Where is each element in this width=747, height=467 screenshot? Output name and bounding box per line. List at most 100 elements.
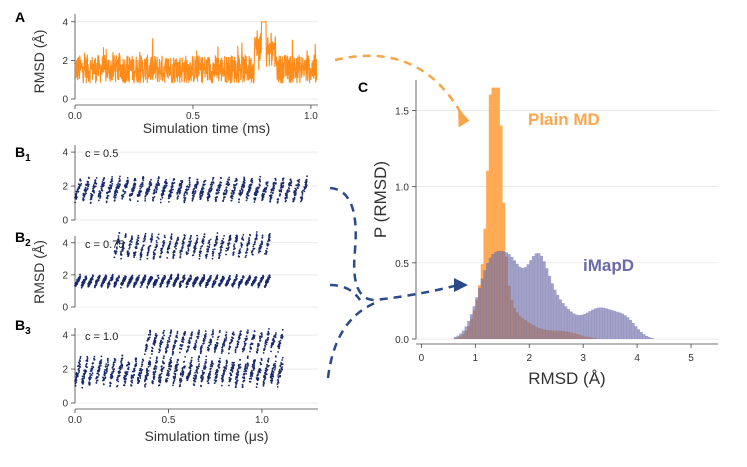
point-cluster <box>123 361 130 386</box>
data-point <box>118 372 120 374</box>
data-point <box>147 340 149 342</box>
point-cluster <box>144 330 151 388</box>
data-point <box>268 332 270 334</box>
data-point <box>183 361 185 363</box>
point-cluster <box>251 231 258 286</box>
data-point <box>182 247 184 249</box>
data-point <box>254 330 256 332</box>
data-point <box>186 188 188 190</box>
data-point <box>118 232 120 234</box>
data-point <box>221 240 223 242</box>
data-point <box>132 191 134 193</box>
data-point <box>263 382 265 384</box>
data-point <box>214 282 216 284</box>
data-point <box>234 244 236 246</box>
data-point <box>171 237 173 239</box>
legend-imapd: iMapD <box>583 256 634 275</box>
imapd-bar <box>467 321 470 339</box>
data-point <box>253 361 255 363</box>
data-point <box>288 188 290 190</box>
data-point <box>127 250 129 252</box>
data-point <box>269 235 271 237</box>
data-point <box>151 353 153 355</box>
data-point <box>268 275 270 277</box>
data-point <box>247 357 249 359</box>
data-point <box>263 193 265 195</box>
data-point <box>264 253 266 255</box>
y-tick-label: 0 <box>62 216 68 227</box>
point-cluster <box>214 330 221 384</box>
data-point <box>159 382 161 384</box>
data-point <box>78 370 80 372</box>
data-point <box>90 202 92 204</box>
y-tick-label: 1.0 <box>395 183 409 194</box>
imapd-bar <box>648 337 651 339</box>
data-point <box>140 286 142 288</box>
point-cluster <box>230 178 238 202</box>
data-point <box>158 278 160 280</box>
data-point <box>247 365 249 367</box>
data-point <box>141 187 143 189</box>
data-point <box>212 255 214 257</box>
point-cluster <box>269 178 277 203</box>
data-point <box>151 233 153 235</box>
data-point <box>161 338 163 340</box>
x-tick-label: 3 <box>580 353 586 364</box>
data-point <box>198 357 200 359</box>
data-point <box>298 180 300 182</box>
data-point <box>256 233 258 235</box>
data-point <box>180 183 182 185</box>
data-point <box>116 386 118 388</box>
imapd-bar <box>545 268 548 339</box>
data-point <box>121 363 123 365</box>
data-point <box>214 350 216 352</box>
data-point <box>117 381 119 383</box>
point-cluster <box>263 328 270 387</box>
data-point <box>145 344 147 346</box>
data-point <box>177 359 179 361</box>
data-point <box>234 240 236 242</box>
data-point <box>210 276 212 278</box>
data-point <box>175 248 177 250</box>
data-point <box>106 192 108 194</box>
navy-connector-b2 <box>330 285 360 300</box>
x-tick-label: 1 <box>473 353 479 364</box>
data-point <box>151 236 153 238</box>
figure: A B1 B2 B3 C 0240.0 0.5 1.0Simulation time… <box>0 0 747 467</box>
data-point <box>238 201 240 203</box>
data-point <box>226 363 228 365</box>
data-point <box>114 282 116 284</box>
data-point <box>300 201 302 203</box>
data-point <box>203 341 205 343</box>
data-point <box>203 275 205 277</box>
data-point <box>246 339 248 341</box>
data-point <box>186 282 188 284</box>
data-point <box>149 365 151 367</box>
data-point <box>219 367 221 369</box>
data-point <box>273 338 275 340</box>
point-cluster <box>215 177 223 202</box>
data-point <box>281 182 283 184</box>
point-cluster <box>90 177 98 204</box>
data-point <box>165 181 167 183</box>
data-point <box>202 242 204 244</box>
data-point <box>188 347 190 349</box>
point-cluster <box>205 239 212 289</box>
point-cluster <box>140 233 147 288</box>
data-point <box>216 345 218 347</box>
data-point <box>200 248 202 250</box>
imapd-bar <box>567 309 570 339</box>
data-point <box>269 195 271 197</box>
data-point <box>245 373 247 375</box>
imapd-bar <box>570 312 573 339</box>
imapd-bar <box>505 252 508 339</box>
data-point <box>188 342 190 344</box>
data-point <box>138 235 140 237</box>
point-cluster <box>207 329 214 384</box>
point-cluster <box>129 178 137 202</box>
data-point <box>242 385 244 387</box>
data-point <box>148 248 150 250</box>
data-point <box>164 236 166 238</box>
point-cluster <box>98 177 106 201</box>
data-point <box>227 243 229 245</box>
